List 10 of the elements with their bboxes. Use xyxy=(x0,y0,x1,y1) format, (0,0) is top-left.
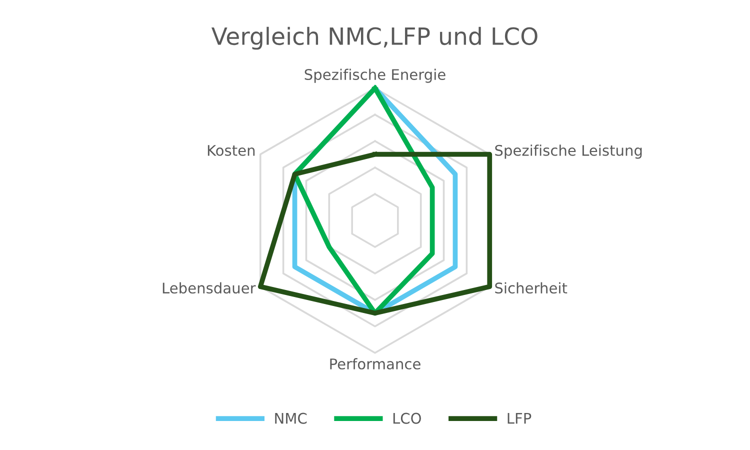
chart-title: Vergleich NMC,LFP und LCO xyxy=(211,26,538,50)
legend-label: LCO xyxy=(393,412,421,424)
spoke-label: Kosten xyxy=(208,145,255,156)
spoke-label: Sicherheit xyxy=(495,282,568,294)
legend-label: LFP xyxy=(508,413,532,424)
legend-label: NMC xyxy=(275,412,307,424)
spoke-label: Spezifische Leistung xyxy=(495,144,642,159)
spoke-label: Performance xyxy=(330,358,420,370)
spoke-label: Lebensdauer xyxy=(162,282,256,294)
spoke-label: Spezifische Energie xyxy=(304,68,446,83)
